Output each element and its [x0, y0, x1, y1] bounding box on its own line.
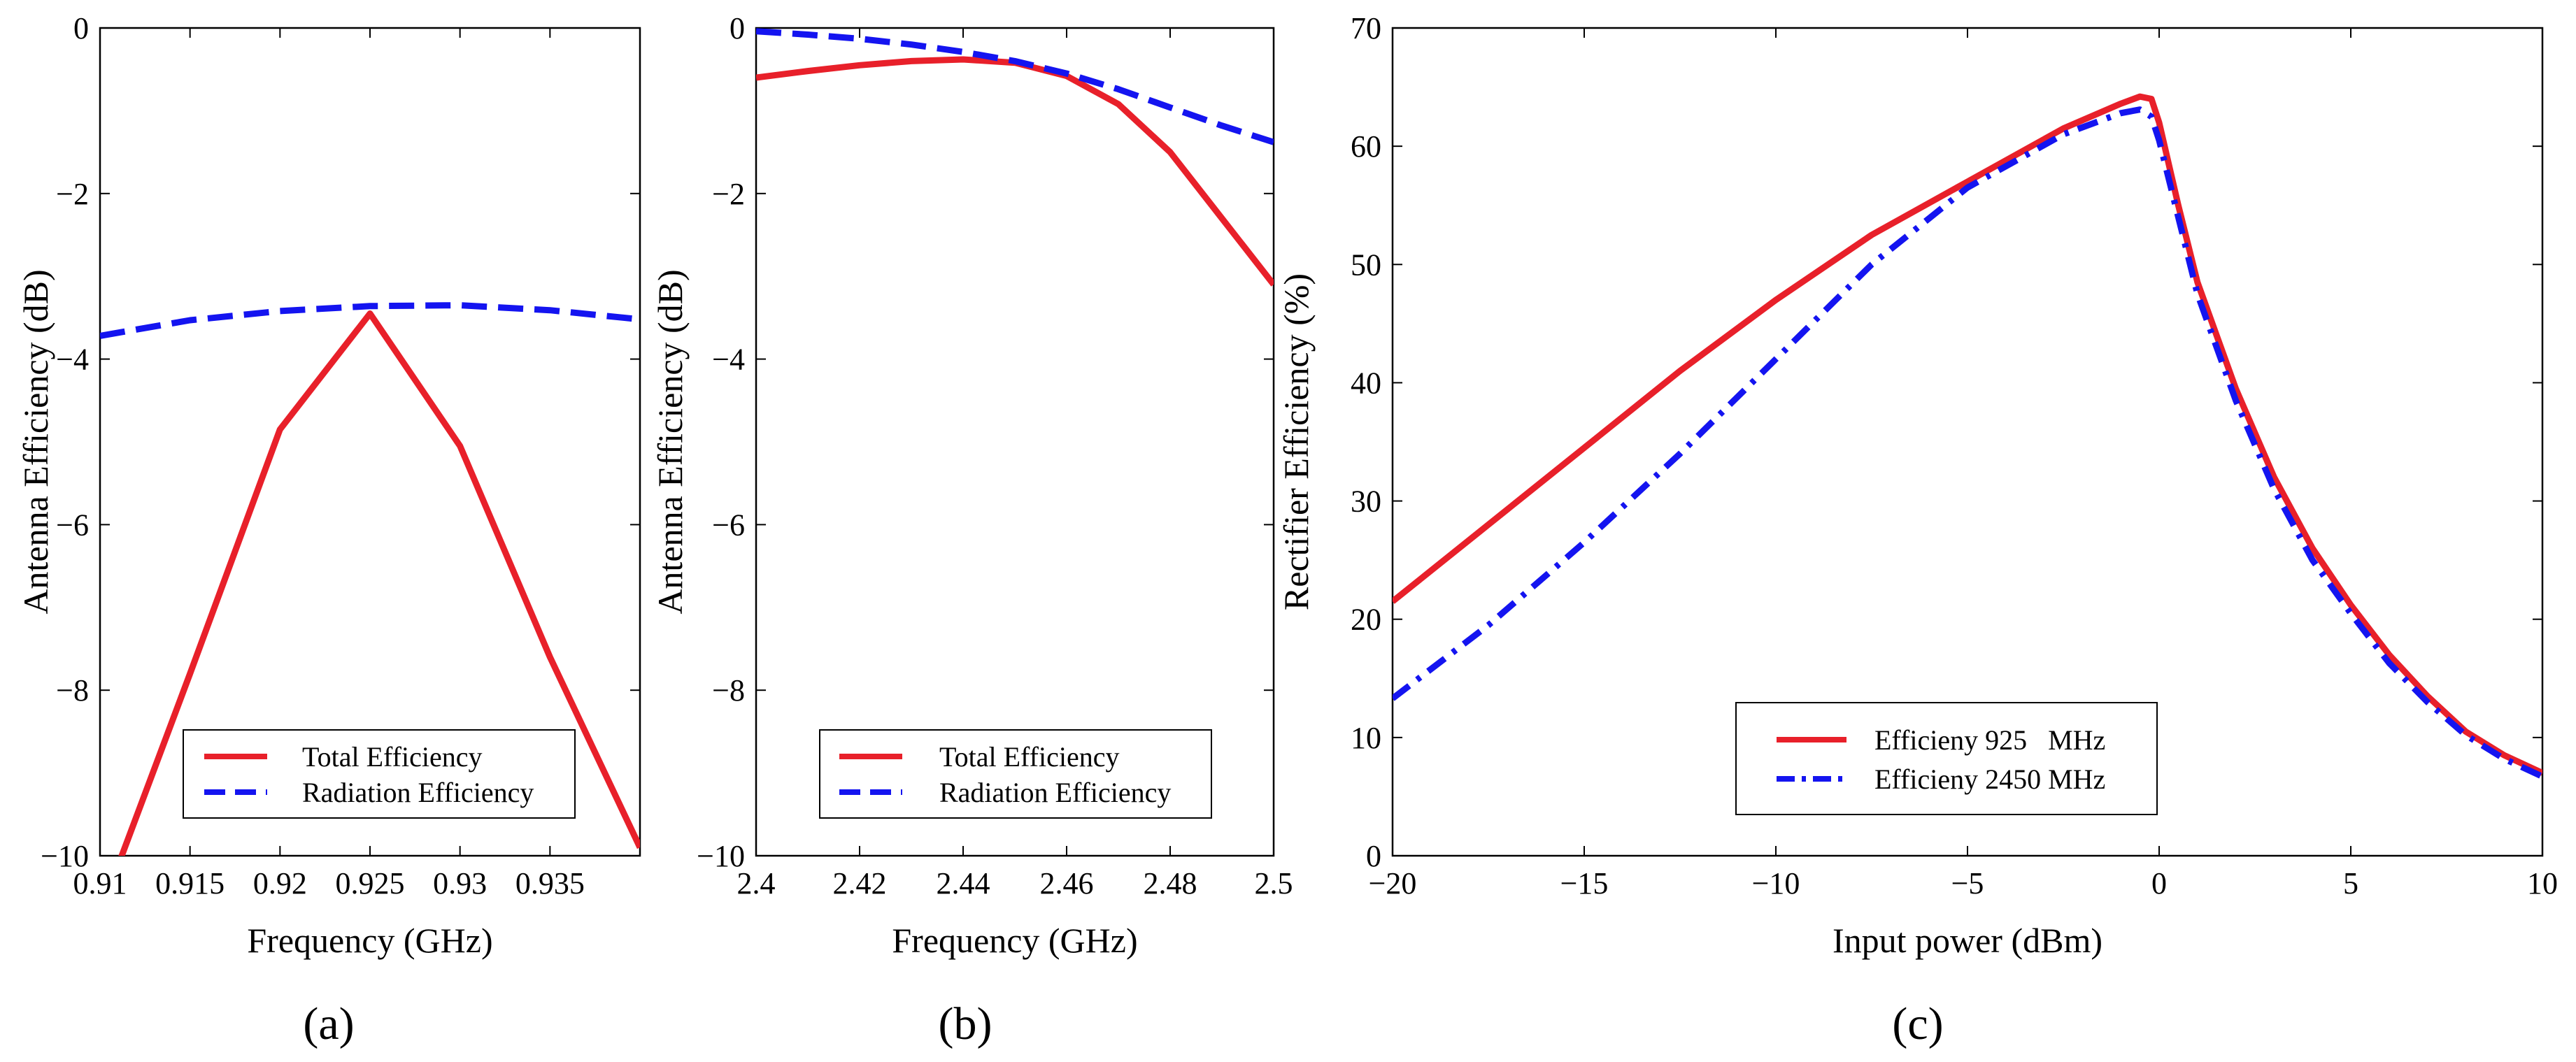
x-tick-label: 10	[2527, 866, 2558, 900]
legend-label-total: Total Efficiency	[302, 741, 482, 773]
legend-box	[819, 729, 1212, 819]
x-tick-label: 2.4	[737, 866, 776, 900]
y-tick-label: −6	[56, 508, 89, 542]
y-tick-label: −10	[41, 839, 89, 873]
x-tick-label: 2.48	[1144, 866, 1197, 900]
y-axis-label: Rectifier Efficiency (%)	[1276, 273, 1316, 610]
y-tick-label: 50	[1351, 247, 1381, 282]
y-tick-label: −2	[56, 177, 89, 211]
legend-label-radiation: Radiation Efficiency	[302, 777, 534, 808]
panel-a: 0.91 0.915 0.92 0.925 0.93 0.935−10−8−6−4−20 …	[16, 11, 641, 1049]
y-tick-label: −6	[712, 508, 745, 542]
x-tick-label: 0	[2151, 866, 2167, 900]
y-axis-label: Antenna Efficiency (dB)	[650, 269, 690, 614]
x-tick-label: 0.92	[253, 866, 307, 900]
x-tick-label: 0.935	[515, 866, 585, 900]
x-tick-label: −20	[1369, 866, 1417, 900]
panel-b-frame	[755, 27, 1275, 857]
panel-a-legend: Total Efficiency Radiation Efficiency	[183, 729, 576, 819]
x-tick-label: −5	[1951, 866, 1984, 900]
y-tick-label: −8	[56, 673, 89, 708]
legend-label-2450: Efficieny 2450 MHz	[1874, 763, 2105, 795]
panel-c-legend: Efficieny 925 MHz Efficieny 2450 MHz	[1735, 702, 2158, 815]
x-axis-label: Frequency (GHz)	[892, 921, 1137, 960]
y-tick-label: 30	[1351, 485, 1381, 519]
y-tick-label: 10	[1351, 721, 1381, 755]
y-axis-label: Antenna Efficiency (dB)	[16, 269, 55, 614]
y-tick-label: −2	[712, 177, 745, 211]
legend-label-925: Efficieny 925 MHz	[1874, 724, 2105, 756]
panel-c: −20 −15 −10 −5 0 5 10 0 10 20 30 40 50 60 70 Efficieny…	[1276, 11, 2558, 1049]
y-tick-label: 20	[1351, 603, 1381, 637]
y-tick-label: −4	[712, 343, 745, 377]
y-tick-label: −8	[712, 673, 745, 708]
panel-b: 2.4 2.42 2.44 2.46 2.48 2.5 −10 −8 −6 −4 −2 0 Total…	[650, 11, 1293, 1049]
x-tick-label: 0.915	[155, 866, 225, 900]
panel-label: (c)	[1892, 998, 1943, 1049]
x-tick-label: 0.91	[73, 866, 127, 900]
y-tick-label: 60	[1351, 129, 1381, 164]
legend-label-radiation: Radiation Efficiency	[939, 777, 1171, 808]
y-tick-label: 0	[73, 11, 89, 45]
panel-label: (a)	[303, 998, 354, 1049]
x-tick-label: −10	[1752, 866, 1800, 900]
legend-box	[183, 729, 576, 819]
panel-b-legend: Total Efficiency Radiation Efficiency	[819, 729, 1212, 819]
y-tick-label: 0	[730, 11, 745, 45]
series-line-blue	[100, 302, 640, 339]
x-tick-label: 5	[2343, 866, 2358, 900]
legend-box	[1735, 702, 2158, 815]
x-tick-label: −15	[1560, 866, 1609, 900]
series-line-red	[118, 310, 640, 856]
x-tick-label: 2.42	[833, 866, 887, 900]
series-line-red	[756, 56, 1274, 287]
y-tick-label: 70	[1351, 11, 1381, 45]
x-axis-label: Input power (dBm)	[1833, 921, 2102, 960]
x-axis-label: Frequency (GHz)	[247, 921, 492, 960]
y-tick-label: −4	[56, 343, 89, 377]
x-tick-label: 2.46	[1040, 866, 1094, 900]
x-tick-label: 2.44	[937, 866, 990, 900]
legend-label-total: Total Efficiency	[939, 741, 1119, 773]
x-tick-label: 0.925	[336, 866, 405, 900]
series-line-blue	[1393, 106, 2542, 780]
x-tick-label: 2.5	[1255, 866, 1293, 900]
series-line-red	[1393, 93, 2542, 776]
panel-label: (b)	[939, 998, 992, 1049]
x-tick-label: 0.93	[433, 866, 487, 900]
y-tick-label: −10	[697, 839, 745, 873]
y-tick-label: 40	[1351, 366, 1381, 400]
series-line-blue	[756, 28, 1274, 145]
y-tick-label: 0	[1366, 839, 1381, 873]
